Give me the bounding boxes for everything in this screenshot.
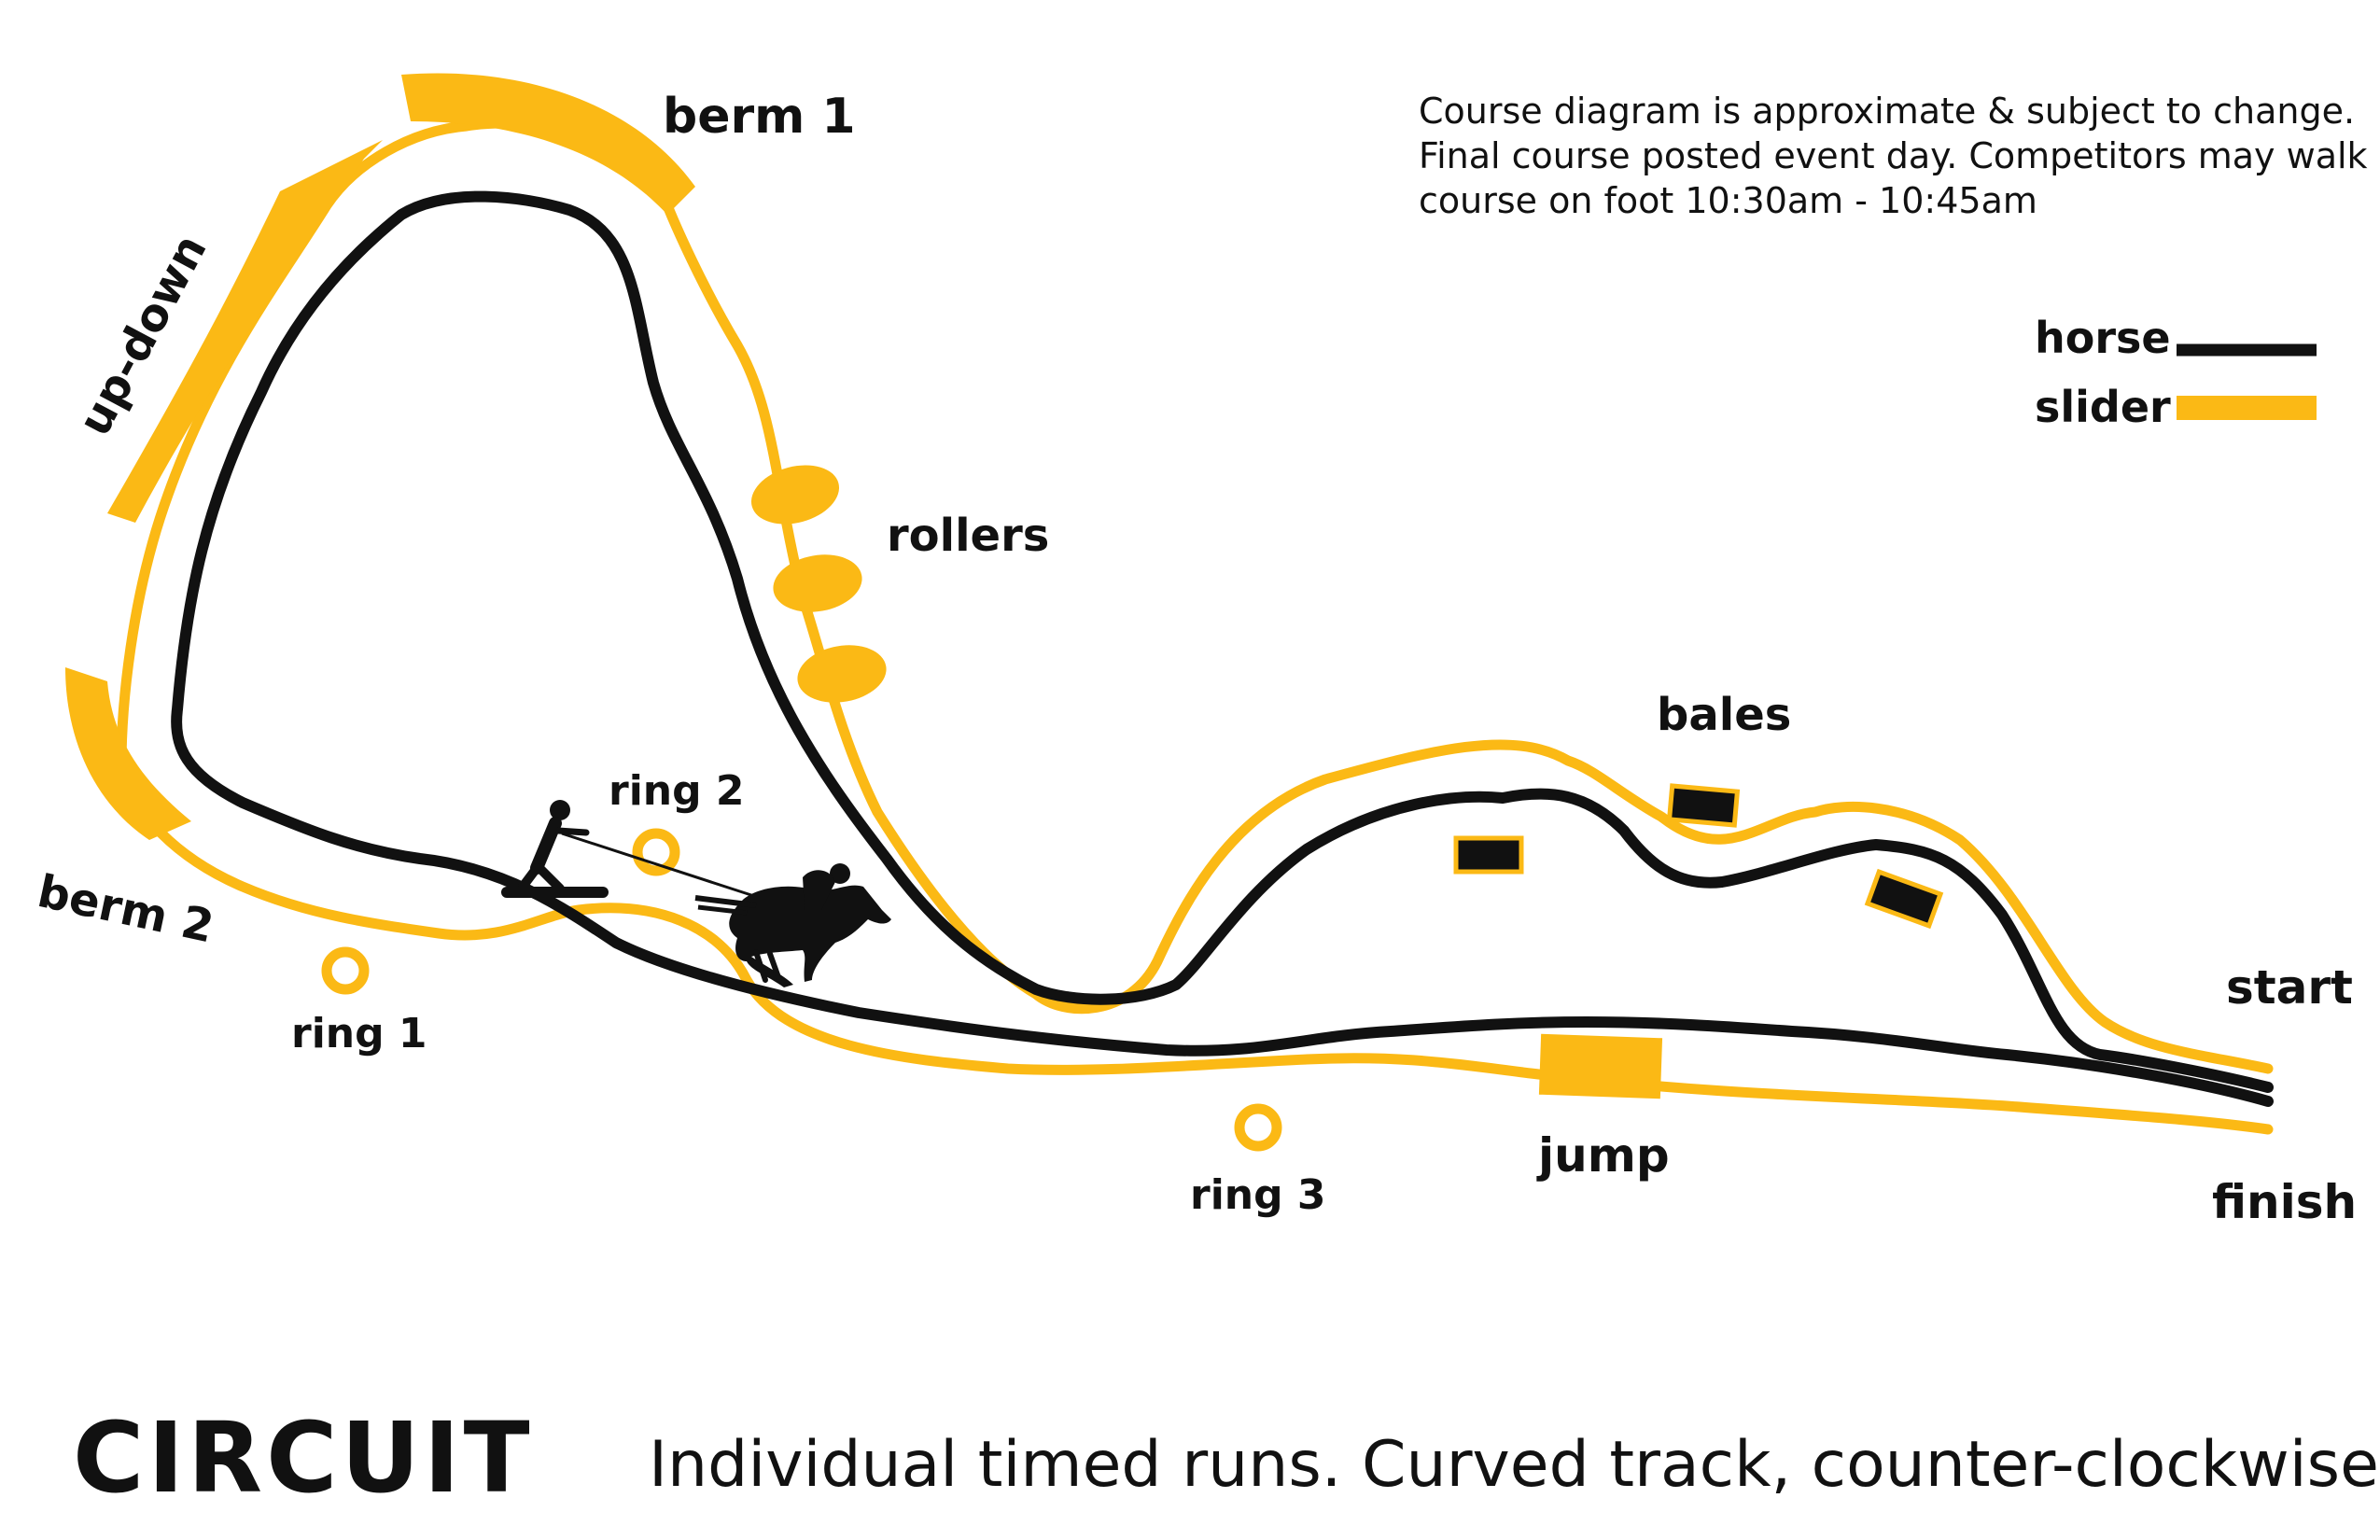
ring-1-marker: [321, 946, 370, 995]
ring-2-label: ring 2: [609, 767, 745, 815]
slider-track: [116, 118, 2274, 1135]
legend-slider-label: slider: [2035, 382, 2171, 432]
page-title: CIRCUIT: [73, 1401, 534, 1515]
ring-3-label: ring 3: [1190, 1171, 1326, 1219]
start-label: start: [2226, 960, 2353, 1015]
roller-3: [797, 645, 887, 703]
note-line-3: course on foot 10:30am - 10:45am: [1419, 180, 2037, 221]
horse-track: [171, 190, 2274, 1107]
horse-rider-icon: [694, 863, 891, 987]
berm-1-label: berm 1: [663, 89, 856, 145]
up-down-ramp: [107, 140, 383, 523]
skier-icon: [501, 800, 609, 898]
rollers: [750, 465, 887, 703]
note-line-1: Course diagram is approximate & subject …: [1419, 91, 2355, 132]
bales-label: bales: [1657, 689, 1791, 741]
note-line-2: Final course posted event day. Competito…: [1419, 135, 2368, 176]
legend: horse slider: [2035, 313, 2317, 432]
bale-2: [1453, 835, 1524, 875]
roller-1: [750, 465, 840, 525]
finish-label: finish: [2212, 1175, 2357, 1229]
berm-2-label: berm 2: [34, 865, 218, 953]
bale-1: [1666, 783, 1741, 828]
roller-2: [773, 554, 862, 612]
jump: [1538, 1033, 1663, 1099]
berm-2: [65, 667, 191, 840]
ring-2-marker: [632, 828, 680, 876]
bale-3: [1864, 868, 1944, 930]
berm-1: [401, 73, 695, 215]
legend-horse-label: horse: [2035, 313, 2171, 363]
jump-label: jump: [1536, 1128, 1670, 1183]
bales: [1453, 783, 1944, 930]
course-note: Course diagram is approximate & subject …: [1419, 91, 2368, 221]
ring-3-marker: [1234, 1103, 1282, 1152]
rollers-label: rollers: [887, 510, 1049, 562]
page-subtitle: Individual timed runs. Curved track, cou…: [649, 1428, 2380, 1502]
tow-rope-icon: [561, 832, 755, 898]
ring-1-label: ring 1: [291, 1010, 427, 1057]
